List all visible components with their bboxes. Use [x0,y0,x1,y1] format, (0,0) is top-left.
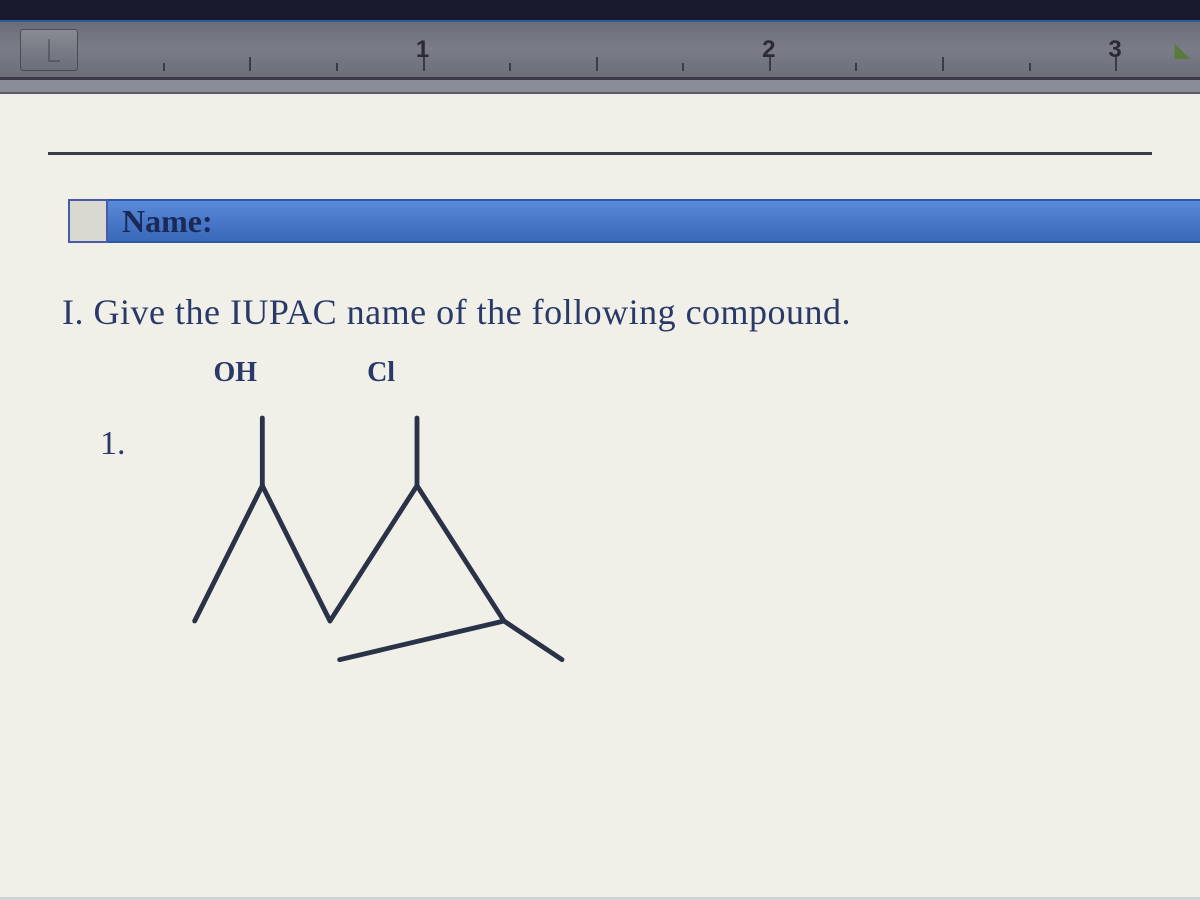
bond-line [339,621,503,660]
molecule-container: OH Cl [168,357,608,679]
ruler-bar: ⎿ 123 ◣ [0,22,1200,80]
top-dark-bar [0,0,1200,22]
structure-row: 1. OH Cl [62,357,1152,679]
name-label-bar[interactable]: Name: [108,199,1200,243]
bond-line [194,486,262,621]
ruler-tick-minor [1029,63,1031,71]
ruler-tab-selector[interactable]: ⎿ [20,29,78,71]
name-checkbox-cell[interactable] [68,199,108,243]
tab-stop-icon: ⎿ [38,34,60,66]
ruler-tick-minor [855,63,857,71]
ruler-tick-minor [682,63,684,71]
ruler-tick [423,57,425,71]
document-page: Name: I. Give the IUPAC name of the foll… [0,94,1200,897]
molecule-structure [168,389,608,679]
horizontal-rule [48,152,1152,155]
indent-marker-icon[interactable]: ◣ [1175,37,1190,62]
item-number: 1. [100,425,126,463]
substituent-labels: OH Cl [168,357,608,389]
question-section: I. Give the IUPAC name of the following … [0,291,1200,679]
bond-line [262,486,330,621]
substituent-oh-label: OH [214,357,258,389]
bond-line [330,486,417,621]
ruler-tick [596,57,598,71]
section-heading: I. Give the IUPAC name of the following … [62,291,1152,333]
ruler-tick-minor [509,63,511,71]
name-label-text: Name: [122,203,213,240]
ruler-tick [1115,57,1117,71]
ruler-tick-minor [336,63,338,71]
bond-line [417,486,504,621]
ruler-tick [249,57,251,71]
bond-line [504,621,562,660]
divider-bar [0,80,1200,94]
name-field-row: Name: [68,199,1200,243]
ruler-tick-minor [163,63,165,71]
ruler-tick [942,57,944,71]
ruler-tick [769,57,771,71]
ruler-marks[interactable]: 123 [98,22,1180,77]
substituent-cl-label: Cl [367,357,395,389]
